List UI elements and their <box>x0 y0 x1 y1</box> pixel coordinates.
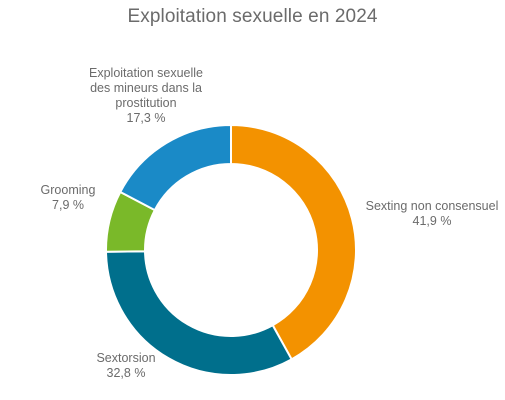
donut-slice-sexting-non-consensuel <box>230 123 357 361</box>
slice-name-label: Sextorsion <box>96 351 155 365</box>
donut-slice-sextorsion <box>104 250 293 376</box>
slice-label-exploitation-prostitution: Exploitation sexuelle des mineurs dans la… <box>89 66 203 125</box>
slice-name-label: prostitution <box>115 96 176 110</box>
slice-label-sexting-non-consensuel: Sexting non consensuel 41,9 % <box>366 199 499 228</box>
slice-name-label: Grooming <box>41 183 96 197</box>
donut-slice-exploitation-prostitution <box>118 123 232 212</box>
slice-value-label: 32,8 % <box>107 366 146 380</box>
slice-name-label: Exploitation sexuelle <box>89 66 203 80</box>
slice-value-label: 7,9 % <box>52 198 84 212</box>
slice-value-label: 41,9 % <box>413 214 452 228</box>
chart-title: Exploitation sexuelle en 2024 <box>127 6 378 27</box>
slice-value-label: 17,3 % <box>127 111 166 125</box>
slice-label-sextorsion: Sextorsion 32,8 % <box>96 351 155 380</box>
slice-name-label: Sexting non consensuel <box>366 199 499 213</box>
slice-name-label: des mineurs dans la <box>90 81 202 95</box>
slice-label-grooming: Grooming 7,9 % <box>41 183 96 212</box>
